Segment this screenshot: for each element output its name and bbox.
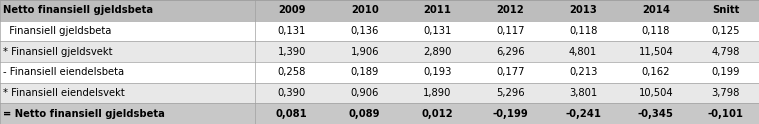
Text: 1,890: 1,890: [424, 88, 452, 98]
Bar: [619, 21, 692, 41]
Text: 2013: 2013: [569, 5, 597, 15]
Text: 11,504: 11,504: [638, 47, 673, 57]
Bar: [401, 0, 474, 21]
Bar: [328, 103, 401, 124]
Text: 1,390: 1,390: [278, 47, 306, 57]
Bar: [256, 83, 328, 103]
Bar: [256, 21, 328, 41]
Bar: [546, 21, 619, 41]
Text: 0,189: 0,189: [351, 67, 379, 77]
Bar: [256, 62, 328, 83]
Bar: [328, 21, 401, 41]
Bar: [692, 21, 759, 41]
Bar: [0, 83, 256, 103]
Text: 0,012: 0,012: [422, 109, 453, 119]
Bar: [401, 83, 474, 103]
Text: 0,390: 0,390: [278, 88, 306, 98]
Text: 2012: 2012: [496, 5, 524, 15]
Text: 0,125: 0,125: [711, 26, 740, 36]
Bar: [546, 103, 619, 124]
Text: 6,296: 6,296: [496, 47, 524, 57]
Bar: [474, 83, 546, 103]
Text: -0,101: -0,101: [707, 109, 744, 119]
Bar: [256, 103, 328, 124]
Bar: [474, 21, 546, 41]
Text: 5,296: 5,296: [496, 88, 524, 98]
Text: - Finansiell eiendelsbeta: - Finansiell eiendelsbeta: [3, 67, 124, 77]
Text: 0,131: 0,131: [424, 26, 452, 36]
Text: 0,081: 0,081: [276, 109, 307, 119]
Text: 2011: 2011: [424, 5, 452, 15]
Text: 0,131: 0,131: [278, 26, 306, 36]
Text: 2,890: 2,890: [424, 47, 452, 57]
Bar: [474, 103, 546, 124]
Bar: [474, 62, 546, 83]
Bar: [474, 41, 546, 62]
Text: Finansiell gjeldsbeta: Finansiell gjeldsbeta: [3, 26, 112, 36]
Text: 10,504: 10,504: [638, 88, 673, 98]
Text: 0,117: 0,117: [496, 26, 524, 36]
Bar: [401, 41, 474, 62]
Text: 2010: 2010: [351, 5, 379, 15]
Text: * Finansiell gjeldsvekt: * Finansiell gjeldsvekt: [3, 47, 112, 57]
Text: -0,199: -0,199: [493, 109, 528, 119]
Text: 4,798: 4,798: [711, 47, 740, 57]
Text: 3,801: 3,801: [569, 88, 597, 98]
Bar: [546, 41, 619, 62]
Bar: [692, 103, 759, 124]
Bar: [619, 83, 692, 103]
Text: 0,213: 0,213: [569, 67, 597, 77]
Bar: [692, 83, 759, 103]
Bar: [474, 0, 546, 21]
Bar: [328, 0, 401, 21]
Text: = Netto finansiell gjeldsbeta: = Netto finansiell gjeldsbeta: [3, 109, 165, 119]
Bar: [0, 103, 256, 124]
Bar: [546, 83, 619, 103]
Bar: [546, 0, 619, 21]
Bar: [546, 62, 619, 83]
Bar: [692, 41, 759, 62]
Text: 0,089: 0,089: [349, 109, 380, 119]
Text: 0,118: 0,118: [569, 26, 597, 36]
Text: Snitt: Snitt: [712, 5, 739, 15]
Bar: [619, 62, 692, 83]
Text: Netto finansiell gjeldsbeta: Netto finansiell gjeldsbeta: [3, 5, 153, 15]
Text: 2009: 2009: [278, 5, 306, 15]
Text: 2014: 2014: [642, 5, 670, 15]
Text: 0,258: 0,258: [278, 67, 306, 77]
Text: * Finansiell eiendelsvekt: * Finansiell eiendelsvekt: [3, 88, 124, 98]
Text: 0,136: 0,136: [351, 26, 379, 36]
Bar: [256, 0, 328, 21]
Bar: [0, 21, 256, 41]
Bar: [328, 62, 401, 83]
Text: 0,199: 0,199: [711, 67, 740, 77]
Text: 0,906: 0,906: [351, 88, 379, 98]
Bar: [0, 62, 256, 83]
Text: 1,906: 1,906: [351, 47, 379, 57]
Bar: [619, 103, 692, 124]
Bar: [692, 62, 759, 83]
Text: -0,241: -0,241: [565, 109, 601, 119]
Bar: [401, 21, 474, 41]
Bar: [619, 41, 692, 62]
Text: 0,193: 0,193: [424, 67, 452, 77]
Text: 3,798: 3,798: [711, 88, 740, 98]
Bar: [328, 41, 401, 62]
Text: 0,162: 0,162: [641, 67, 670, 77]
Text: -0,345: -0,345: [638, 109, 674, 119]
Bar: [692, 0, 759, 21]
Text: 4,801: 4,801: [569, 47, 597, 57]
Bar: [401, 62, 474, 83]
Bar: [0, 0, 256, 21]
Bar: [256, 41, 328, 62]
Bar: [619, 0, 692, 21]
Bar: [0, 41, 256, 62]
Text: 0,118: 0,118: [641, 26, 670, 36]
Bar: [328, 83, 401, 103]
Text: 0,177: 0,177: [496, 67, 524, 77]
Bar: [401, 103, 474, 124]
